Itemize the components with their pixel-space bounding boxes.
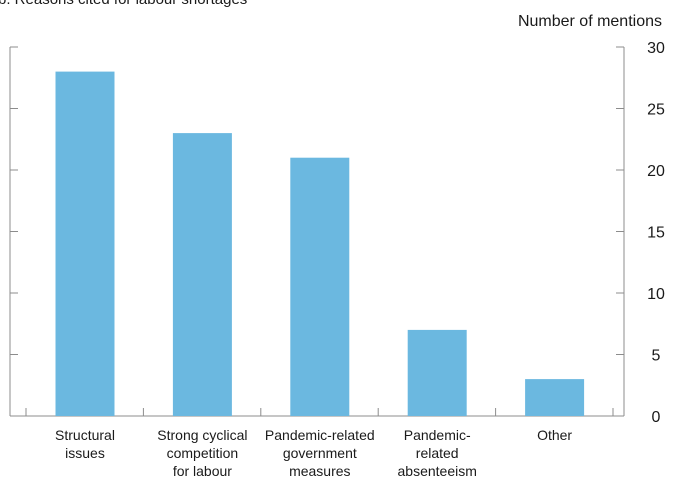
y-tick-label: 20 <box>647 163 665 180</box>
x-category-label-line: absenteeism <box>398 463 477 479</box>
y-tick-label: 0 <box>652 409 661 426</box>
x-category-label: Pandemic-related government measures <box>265 427 375 479</box>
y-tick-label: 5 <box>652 348 661 365</box>
x-category-label-line: Pandemic-related <box>265 427 375 443</box>
x-category-label-line: for labour <box>173 463 232 479</box>
x-category-label-line: issues <box>65 445 105 461</box>
x-category-label-line: competition <box>167 445 239 461</box>
x-category-label: Pandemic-related absenteeism <box>398 427 477 479</box>
plot-area: 0 5 10 15 20 25 30 Structural issues Strong cycli… <box>9 40 665 479</box>
bar <box>525 379 585 416</box>
bar <box>55 71 115 416</box>
bar <box>172 133 232 416</box>
x-category-label-line: Other <box>537 427 572 443</box>
x-category-label: Other <box>537 427 572 443</box>
x-category-label-line: Pandemic- <box>404 427 471 443</box>
x-category-label-line: government <box>283 445 357 461</box>
bar <box>290 157 350 416</box>
x-category-label-line: Structural <box>55 427 115 443</box>
bar <box>407 329 467 416</box>
y-tick-label: 30 <box>647 40 665 57</box>
y-tick-label: 25 <box>647 102 665 119</box>
y-tick-label: 15 <box>647 225 665 242</box>
x-category-label: Strong cyclical competition for labour <box>157 427 247 479</box>
y-axis-title: Number of mentions <box>518 13 662 30</box>
x-category-label-line: Strong cyclical <box>157 427 247 443</box>
chart-subtitle: b. Reasons cited for labour shortages¹ <box>0 0 252 8</box>
x-category-label-line: related <box>416 445 459 461</box>
x-category-label: Structural issues <box>55 427 115 461</box>
x-category-label-line: measures <box>289 463 350 479</box>
y-tick-label: 10 <box>647 286 665 303</box>
